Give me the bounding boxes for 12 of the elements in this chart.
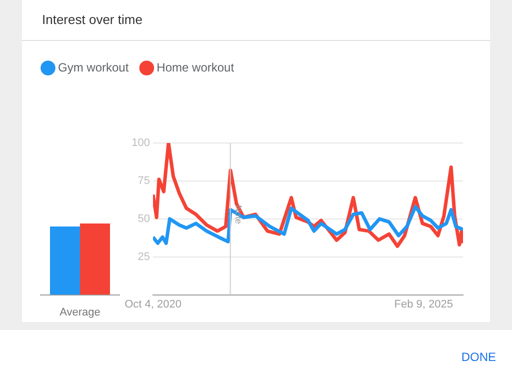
y-tick-label: 50 (138, 212, 150, 225)
legend-label: Home workout (156, 60, 235, 74)
text: DONE (461, 350, 496, 364)
x-tick-label: Oct 4, 2020 (124, 298, 182, 310)
x-tick-label: Feb 9, 2025 (394, 298, 454, 310)
y-tick-label: 25 (138, 250, 150, 263)
legend-label: Gym workout (58, 60, 130, 74)
x-tick-label: Average (60, 306, 100, 318)
y-tick-label: 75 (138, 174, 150, 187)
chart-title: Interest over time (42, 12, 142, 27)
y-tick-label: 100 (132, 137, 150, 150)
ref-line-label: Note (233, 205, 244, 224)
